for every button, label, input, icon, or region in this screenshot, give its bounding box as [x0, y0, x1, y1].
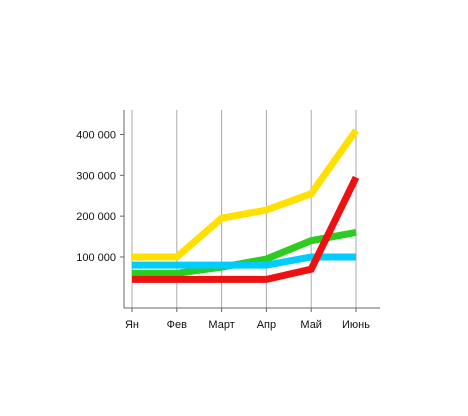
- y-tick-label: 200 000: [76, 211, 116, 223]
- series-layer: [132, 128, 360, 283]
- x-tick-label: Ян: [125, 319, 139, 331]
- y-tick-label: 300 000: [76, 170, 116, 182]
- label-layer: 100 000 200 000 300 000 400 000 Ян Фев Март Апр…: [76, 129, 370, 331]
- axis-layer: [120, 110, 380, 312]
- x-tick-label: Фев: [167, 319, 187, 331]
- series-line: [132, 175, 360, 283]
- x-tick-label: Апр: [257, 319, 276, 331]
- y-tick-label: 400 000: [76, 129, 116, 141]
- x-tick-label: Июнь: [342, 319, 370, 331]
- x-tick-label: Март: [208, 319, 234, 331]
- x-tick-label: Май: [300, 319, 322, 331]
- series-line: [132, 128, 359, 261]
- y-tick-label: 100 000: [76, 252, 116, 264]
